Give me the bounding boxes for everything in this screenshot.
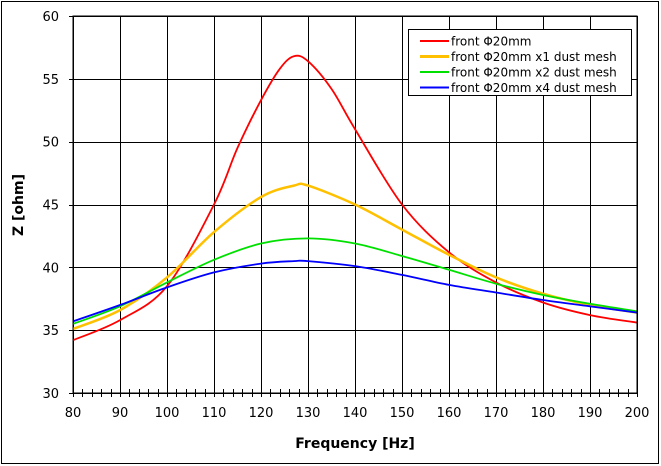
x-tick-label: 160 xyxy=(437,406,462,421)
x-tick-label: 110 xyxy=(202,406,227,421)
series-line-3 xyxy=(72,237,638,325)
x-tick-label: 120 xyxy=(249,406,274,421)
y-tick-label: 40 xyxy=(42,261,59,276)
y-tick-label: 30 xyxy=(42,387,59,402)
x-tick-label: 80 xyxy=(65,406,82,421)
y-tick-label: 50 xyxy=(42,136,59,151)
axis-ticks: 80 90 100 110 120 130 140 150 160 170 180 190 200 30 3… xyxy=(42,10,649,421)
y-tick-label: 55 xyxy=(42,73,59,88)
x-tick-label: 150 xyxy=(390,406,415,421)
series-lines xyxy=(72,54,638,342)
x-tick-label: 180 xyxy=(531,406,556,421)
legend-label-1: front Φ20mm xyxy=(451,35,531,49)
series-line-4 xyxy=(72,259,638,323)
x-tick-label: 140 xyxy=(343,406,368,421)
legend-label-2: front Φ20mm x1 dust mesh xyxy=(451,50,617,64)
legend-label-4: front Φ20mm x4 dust mesh xyxy=(451,81,617,95)
x-tick-label: 130 xyxy=(296,406,321,421)
y-tick-label: 60 xyxy=(42,10,59,25)
x-tick-label: 190 xyxy=(578,406,603,421)
series-line-2 xyxy=(72,182,638,331)
x-tick-label: 90 xyxy=(112,406,129,421)
x-tick-label: 200 xyxy=(625,406,650,421)
legend-label-3: front Φ20mm x2 dust mesh xyxy=(451,66,617,80)
y-tick-label: 35 xyxy=(42,324,59,339)
y-axis-label: Z [ohm] xyxy=(11,174,27,236)
y-tick-label: 45 xyxy=(42,199,59,214)
plot-border xyxy=(72,15,638,394)
x-tick-label: 170 xyxy=(484,406,509,421)
x-tick-label: 100 xyxy=(155,406,180,421)
x-axis-label: Frequency [Hz] xyxy=(295,436,414,452)
